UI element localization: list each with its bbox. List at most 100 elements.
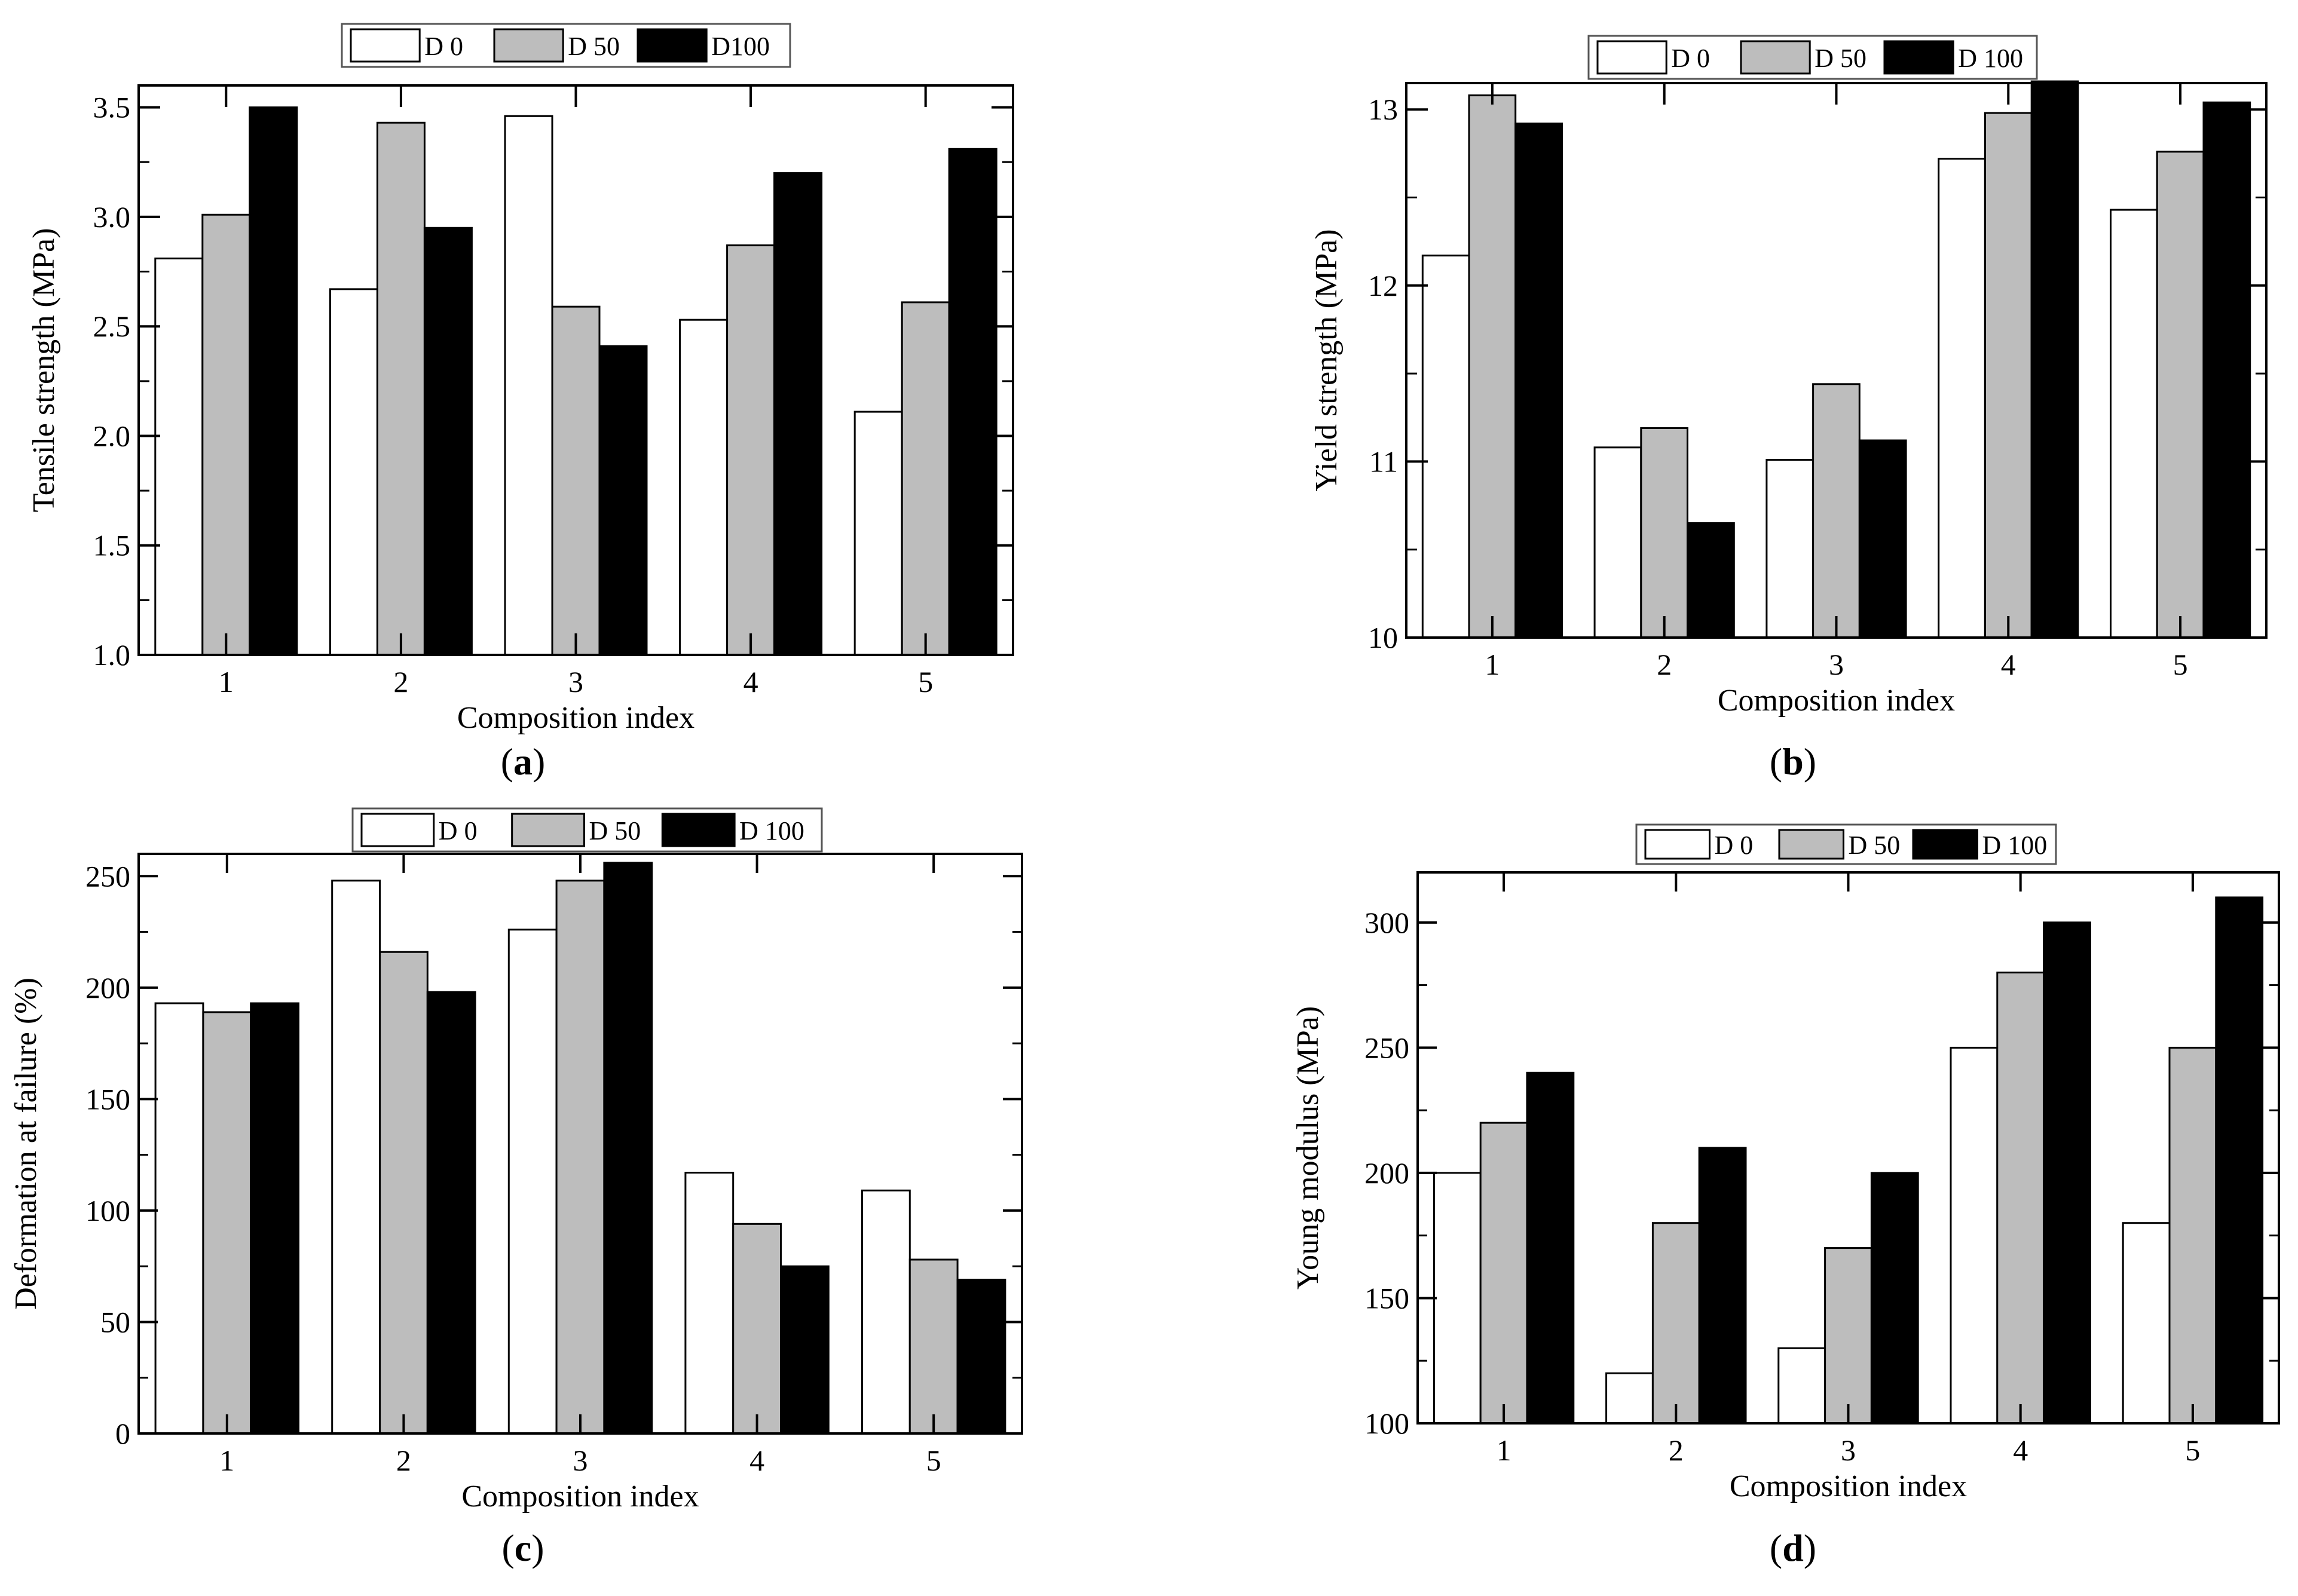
x-axis-title: Composition index: [1730, 1469, 1967, 1503]
x-tick-label: 4: [2013, 1433, 2028, 1467]
y-tick-label: 250: [85, 859, 130, 893]
y-axis-title: Yield strength (MPa): [1309, 229, 1344, 491]
legend-swatch-d100: [1883, 40, 1954, 75]
y-tick-label: 100: [85, 1194, 130, 1227]
y-tick-label: 10: [1368, 621, 1398, 654]
bar-d0-2: [329, 288, 378, 656]
bar-d50-2: [1651, 1222, 1700, 1425]
y-tick-label: 200: [1364, 1156, 1409, 1190]
y-tick-label: 150: [85, 1082, 130, 1116]
panel-label-letter: d: [1782, 1527, 1804, 1569]
bar-d100-3: [1870, 1172, 1919, 1425]
bar-d50-1: [1468, 94, 1517, 639]
bar-d50-5: [2168, 1046, 2217, 1425]
panel-label: (d): [1770, 1527, 1816, 1569]
legend-label-d50: D 50: [1849, 831, 1901, 860]
bar-d50-1: [202, 1011, 252, 1435]
bar-d50-5: [2156, 151, 2205, 639]
bar-d50-3: [1812, 383, 1861, 639]
panel-label-letter: a: [513, 740, 533, 783]
y-axis-title: Young modulus (MPa): [1291, 1006, 1325, 1289]
panel-label-close: ): [1804, 740, 1816, 783]
bar-d0-5: [2122, 1222, 2171, 1425]
legend-label-d50: D 50: [589, 816, 641, 846]
legend-label-d100: D100: [711, 32, 770, 61]
legend-swatch-d50: [511, 813, 585, 847]
panel-label-close: ): [531, 1527, 544, 1569]
bar-d100-4: [2030, 80, 2079, 639]
panel-label: (a): [501, 740, 546, 783]
bar-d50-3: [555, 880, 605, 1435]
legend-label-d100: D 100: [739, 816, 804, 846]
bar-d50-3: [1824, 1247, 1872, 1425]
bar-d0-1: [1433, 1172, 1482, 1425]
bar-d50-4: [732, 1223, 782, 1435]
legend-label-d50: D 50: [568, 32, 620, 61]
y-tick-label: 11: [1369, 445, 1398, 478]
y-tick-label: 2.5: [93, 310, 131, 343]
legend-swatch-d0: [1596, 40, 1667, 75]
legend-swatch-d100: [1912, 829, 1979, 860]
legend: D 0 D 50 D100: [341, 23, 791, 68]
bar-d0-3: [507, 929, 558, 1435]
bar-d100-5: [2202, 101, 2251, 639]
panel-label-open: (: [501, 1527, 514, 1569]
bar-d100-2: [1687, 522, 1735, 639]
legend-swatch-d100: [637, 28, 708, 63]
x-tick-label: 3: [568, 665, 583, 699]
bar-d100-3: [603, 862, 653, 1435]
bar-d100-5: [956, 1279, 1006, 1435]
x-tick-label: 4: [743, 665, 758, 699]
legend-swatch-d50: [1778, 829, 1845, 860]
bar-d0-1: [1421, 255, 1470, 639]
bar-d0-1: [154, 258, 204, 656]
bar-d0-3: [504, 115, 553, 656]
y-tick-label: 100: [1364, 1407, 1409, 1440]
bar-d100-4: [773, 172, 823, 656]
panel-label-close: ): [1804, 1527, 1816, 1569]
bar-d50-5: [908, 1258, 959, 1435]
bar-d100-1: [249, 106, 298, 656]
panel-label-letter: c: [515, 1527, 531, 1569]
bar-d0-3: [1777, 1347, 1826, 1425]
y-axis-title: Deformation at failure (%): [9, 978, 43, 1310]
bar-d100-5: [948, 148, 997, 656]
legend-swatch-d50: [493, 28, 564, 63]
y-tick-label: 3.0: [93, 200, 131, 234]
bar-d50-1: [201, 213, 251, 656]
x-tick-label: 2: [1669, 1433, 1684, 1467]
panel-label-open: (: [1770, 1527, 1782, 1569]
x-tick-label: 1: [1497, 1433, 1511, 1467]
x-tick-label: 5: [926, 1444, 941, 1477]
bar-d0-4: [684, 1172, 735, 1435]
y-axis-title: Tensile strength (MPa): [27, 228, 61, 513]
bar-d50-2: [1640, 427, 1689, 639]
legend-label-d100: D 100: [1982, 831, 2048, 860]
legend-swatch-d0: [1644, 829, 1711, 860]
x-axis-title: Composition index: [461, 1479, 699, 1514]
legend: D 0 D 50 D 100: [351, 807, 823, 853]
x-tick-label: 2: [393, 665, 408, 699]
bar-d0-2: [331, 880, 381, 1435]
chart-panel-d: 100 150 200 250 300 1 2 3 4 5 Composition index You…: [1291, 823, 2280, 1569]
bar-d100-5: [2215, 896, 2264, 1425]
y-tick-label: 12: [1368, 269, 1398, 302]
y-tick-label: 2.0: [93, 419, 131, 452]
x-axis-title: Composition index: [1718, 684, 1955, 718]
y-tick-label: 250: [1364, 1031, 1409, 1064]
legend-swatch-d50: [1740, 40, 1811, 75]
bar-d100-3: [598, 345, 648, 656]
chart-panel-c: 0 50 100 150 200 250 1 2 3 4 5 Composition index Def…: [9, 807, 1023, 1569]
x-tick-label: 3: [1829, 648, 1844, 681]
bar-d100-2: [1698, 1147, 1747, 1425]
x-tick-label: 5: [2173, 648, 2188, 681]
bar-d0-1: [154, 1002, 204, 1435]
x-tick-label: 3: [573, 1444, 588, 1477]
panel-label-close: ): [533, 740, 545, 783]
bar-d50-4: [1996, 972, 2045, 1425]
bar-d50-1: [1479, 1122, 1528, 1425]
legend: D 0 D 50 D 100: [1635, 823, 2057, 865]
bar-d0-2: [1593, 446, 1642, 639]
